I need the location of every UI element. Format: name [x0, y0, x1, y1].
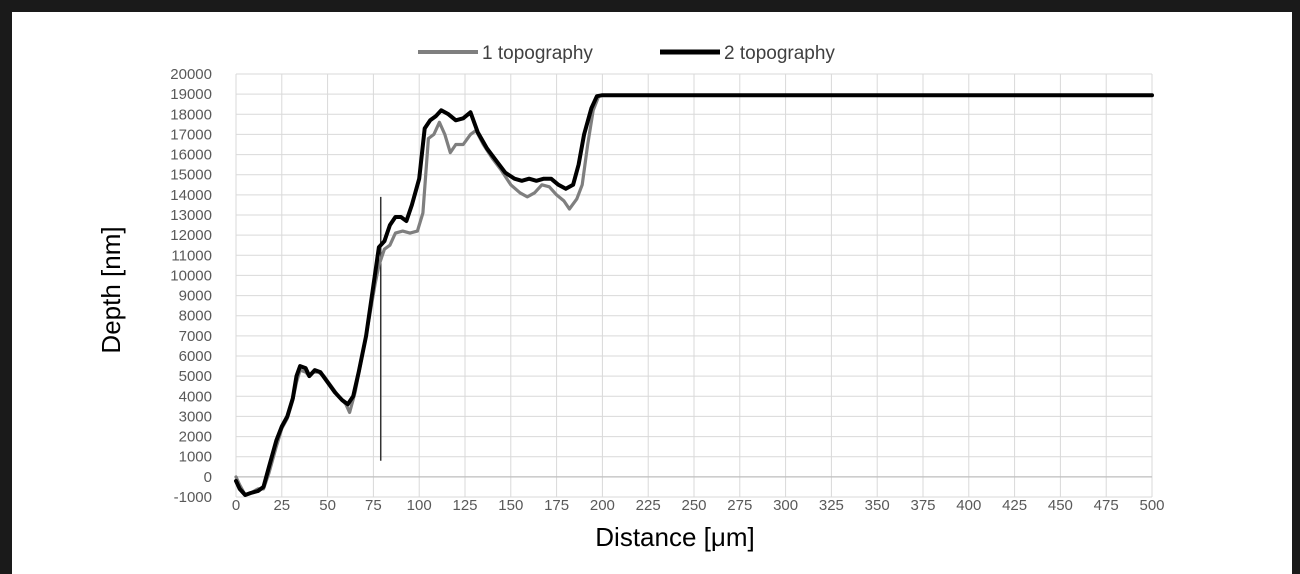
x-tick-label: 225 — [636, 497, 661, 514]
y-tick-label: 0 — [204, 469, 212, 486]
series-lines — [234, 93, 1154, 497]
x-tick-label: 450 — [1048, 497, 1073, 514]
y-tick-label: 9000 — [179, 288, 212, 305]
y-tick-label: 5000 — [179, 368, 212, 385]
x-tick-label: 50 — [319, 497, 336, 514]
y-tick-label: 7000 — [179, 328, 212, 345]
y-tick-label: 13000 — [170, 207, 212, 224]
x-tick-label: 200 — [590, 497, 615, 514]
x-tick-label: 500 — [1139, 497, 1164, 514]
y-tick-label: 19000 — [170, 86, 212, 103]
x-tick-label: 375 — [910, 497, 935, 514]
x-tick-label: 475 — [1094, 497, 1119, 514]
x-tick-label: 175 — [544, 497, 569, 514]
y-tick-label: 20000 — [170, 66, 212, 83]
x-tick-label: 250 — [681, 497, 706, 514]
legend-label-2: 2 topography — [724, 43, 835, 64]
x-tick-label: 150 — [498, 497, 523, 514]
y-axis-ticks: -1000 0 1000 2000 3000 4000 5000 6000 7000 8000 90… — [170, 66, 212, 506]
y-tick-label: 8000 — [179, 308, 212, 325]
y-tick-label: 12000 — [170, 227, 212, 244]
y-tick-label: 2000 — [179, 429, 212, 446]
x-tick-label: 0 — [232, 497, 240, 514]
x-tick-label: 275 — [727, 497, 752, 514]
y-tick-label: 6000 — [179, 348, 212, 365]
y-tick-label: 18000 — [170, 106, 212, 123]
legend-label-1: 1 topography — [482, 43, 593, 64]
x-axis-title: Distance [μm] — [595, 522, 754, 552]
x-tick-label: 400 — [956, 497, 981, 514]
legend: 1 topography 2 topography — [418, 43, 835, 64]
x-tick-label: 125 — [452, 497, 477, 514]
x-axis-ticks: 0 25 50 75 100 125 150 175 200 225 250 275 300 325 350… — [232, 497, 1165, 514]
x-tick-label: 25 — [273, 497, 290, 514]
y-tick-label: -1000 — [174, 489, 212, 506]
y-tick-label: 1000 — [179, 449, 212, 466]
x-tick-label: 425 — [1002, 497, 1027, 514]
y-tick-label: 3000 — [179, 408, 212, 425]
x-tick-label: 75 — [365, 497, 382, 514]
y-tick-label: 4000 — [179, 388, 212, 405]
y-tick-label: 17000 — [170, 126, 212, 143]
y-tick-label: 10000 — [170, 267, 212, 284]
y-tick-label: 11000 — [171, 247, 212, 264]
y-axis-title: Depth [nm] — [96, 226, 126, 353]
y-tick-label: 16000 — [170, 147, 212, 164]
y-tick-label: 15000 — [170, 167, 212, 184]
x-tick-label: 325 — [819, 497, 844, 514]
x-tick-label: 100 — [407, 497, 432, 514]
y-tick-label: 14000 — [170, 187, 212, 204]
series-line-2 — [234, 93, 1154, 497]
x-tick-label: 350 — [865, 497, 890, 514]
x-tick-label: 300 — [773, 497, 798, 514]
